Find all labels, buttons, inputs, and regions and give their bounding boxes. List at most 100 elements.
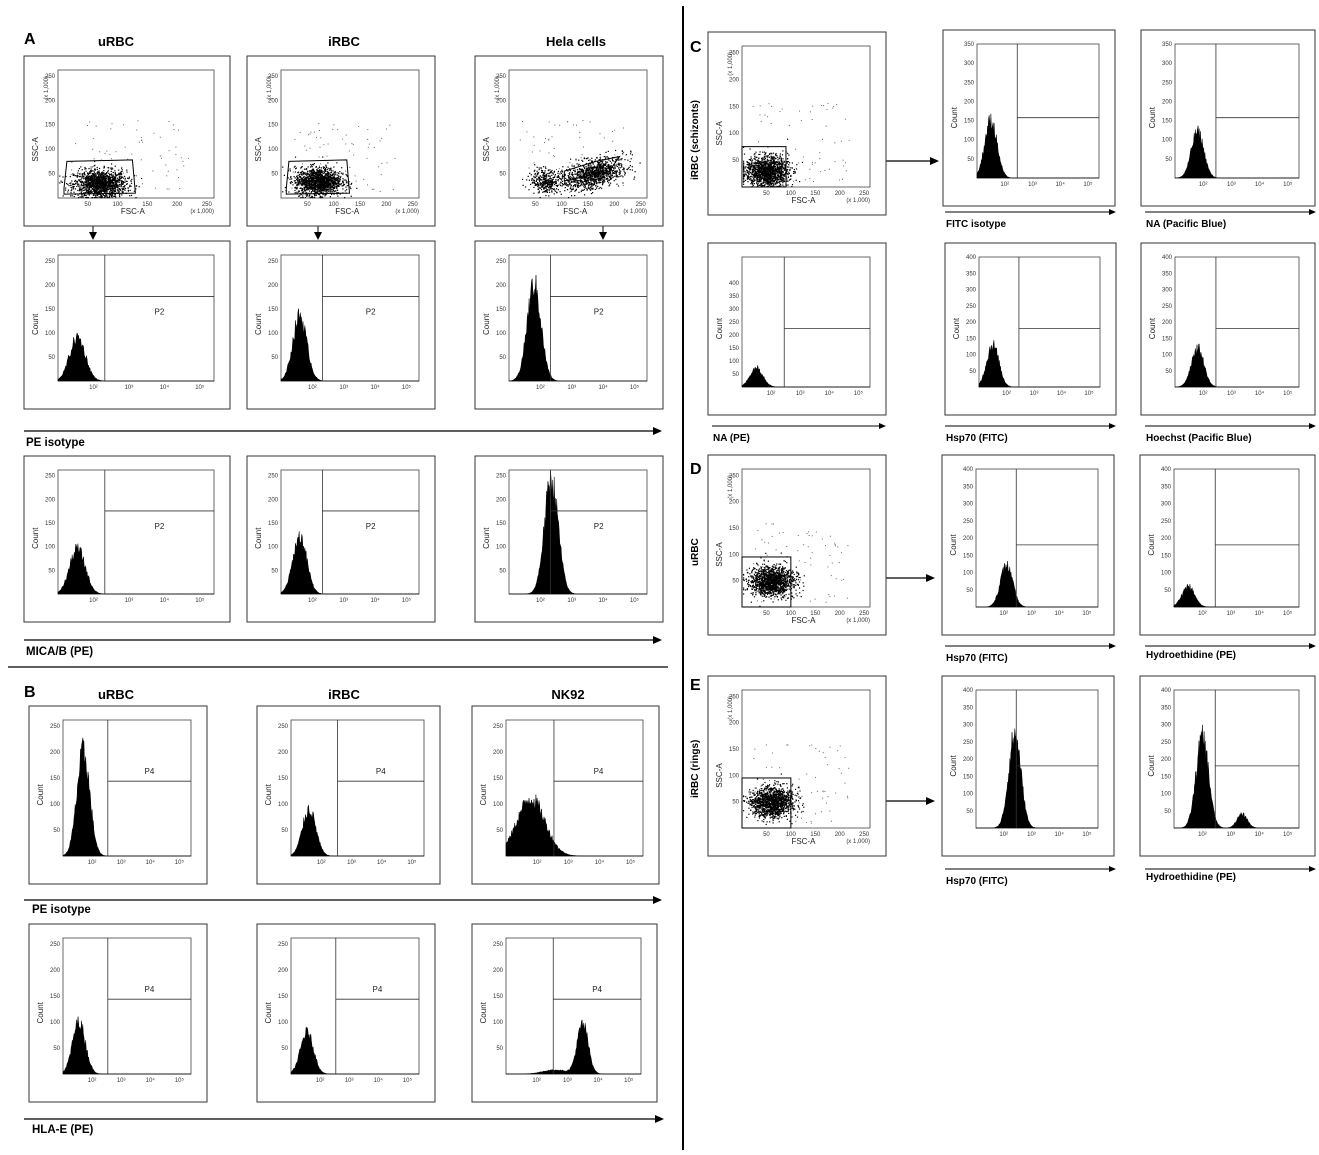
outlier-dot [544, 171, 546, 173]
event-dot [327, 175, 329, 177]
event-dot [550, 181, 552, 183]
event-dot [595, 169, 597, 171]
event-dot [580, 175, 582, 177]
event-dot [112, 195, 114, 197]
event-dot [303, 191, 305, 193]
event-dot [118, 192, 120, 194]
plot-panel-c-15: 50 100 150 200 25050100150200250FSC-ASSC-A(x… [707, 31, 887, 216]
event-dot [544, 178, 546, 180]
event-dot [70, 195, 72, 197]
y-tick-label: 100 [45, 147, 56, 153]
event-dot [112, 168, 114, 170]
event-dot [332, 182, 334, 184]
event-dot [94, 179, 97, 181]
outlier-dot [304, 145, 306, 147]
event-dot [304, 185, 307, 187]
event-dot [585, 157, 587, 160]
event-dot [119, 196, 121, 198]
x-tick-label: 10² [89, 385, 98, 391]
outlier-dot [168, 150, 170, 152]
event-dot [90, 177, 92, 179]
event-dot [578, 159, 580, 161]
event-dot [121, 169, 123, 171]
event-dot [305, 186, 307, 188]
event-dot [544, 191, 546, 193]
x-tick-label: 250 [636, 202, 647, 208]
event-dot [793, 172, 795, 174]
event-dot [306, 195, 308, 197]
event-dot [597, 182, 599, 184]
event-dot [557, 176, 559, 178]
event-dot [88, 194, 90, 196]
event-dot [330, 169, 332, 171]
event-dot [86, 175, 88, 177]
event-dot [83, 192, 85, 194]
event-dot [99, 184, 101, 186]
event-dot [322, 166, 324, 168]
y-axis-label: Count [254, 313, 263, 335]
outlier-dot [569, 191, 571, 193]
event-dot [321, 189, 323, 192]
event-dot [569, 182, 571, 184]
event-dot [585, 170, 588, 172]
event-dot [129, 184, 131, 186]
event-dot [308, 178, 310, 180]
event-dot [294, 182, 296, 184]
event-dot [314, 177, 317, 179]
x-tick-label: 200 [609, 202, 620, 208]
event-dot [569, 176, 571, 178]
event-dot [302, 179, 304, 182]
event-dot [328, 191, 330, 193]
outlier-dot [342, 138, 344, 140]
outlier-dot [614, 154, 616, 156]
caption-arrow-c4 [945, 423, 1116, 429]
event-dot [112, 188, 114, 190]
event-dot [106, 197, 108, 199]
event-dot [101, 177, 103, 179]
event-dot [590, 172, 592, 174]
event-dot [110, 182, 112, 184]
plot-layer: 50 100 150 200 25050100150200250FSC-ASSC-A(x… [23, 29, 1316, 1103]
outlier-dot [554, 124, 556, 126]
event-dot [127, 187, 129, 189]
event-dot [598, 173, 600, 175]
event-dot [333, 181, 335, 183]
event-dot [115, 183, 117, 185]
event-dot [522, 184, 524, 186]
histogram-fill [57, 543, 214, 595]
event-dot [78, 189, 80, 191]
event-dot [81, 192, 83, 194]
event-dot [108, 172, 110, 174]
event-dot [337, 177, 339, 179]
event-dot [97, 179, 99, 181]
event-dot [605, 151, 607, 153]
event-dot [570, 158, 572, 160]
event-dot [135, 197, 137, 199]
outlier-dot [305, 149, 307, 151]
event-dot [620, 158, 622, 160]
y-axis-label: Count [264, 783, 273, 805]
event-dot [82, 185, 84, 187]
event-dot [304, 187, 306, 189]
event-dot [117, 189, 119, 191]
event-dot [307, 187, 309, 189]
event-dot [82, 183, 85, 185]
event-dot [595, 166, 597, 169]
event-dot [98, 177, 100, 179]
event-dot [546, 190, 548, 192]
outlier-dot [578, 174, 580, 176]
event-dot [122, 181, 124, 183]
x-axis-label: FSC-A [791, 196, 816, 205]
event-dot [600, 166, 602, 168]
event-dot [310, 184, 312, 186]
y-multiplier: (x 1,000) [728, 52, 734, 76]
event-dot [306, 177, 308, 179]
event-dot [95, 174, 97, 176]
event-dot [318, 170, 320, 172]
event-dot [310, 170, 313, 173]
y-tick-label: 200 [45, 497, 56, 503]
event-dot [74, 180, 76, 182]
outlier-dot [160, 157, 162, 159]
event-dot [599, 163, 601, 165]
